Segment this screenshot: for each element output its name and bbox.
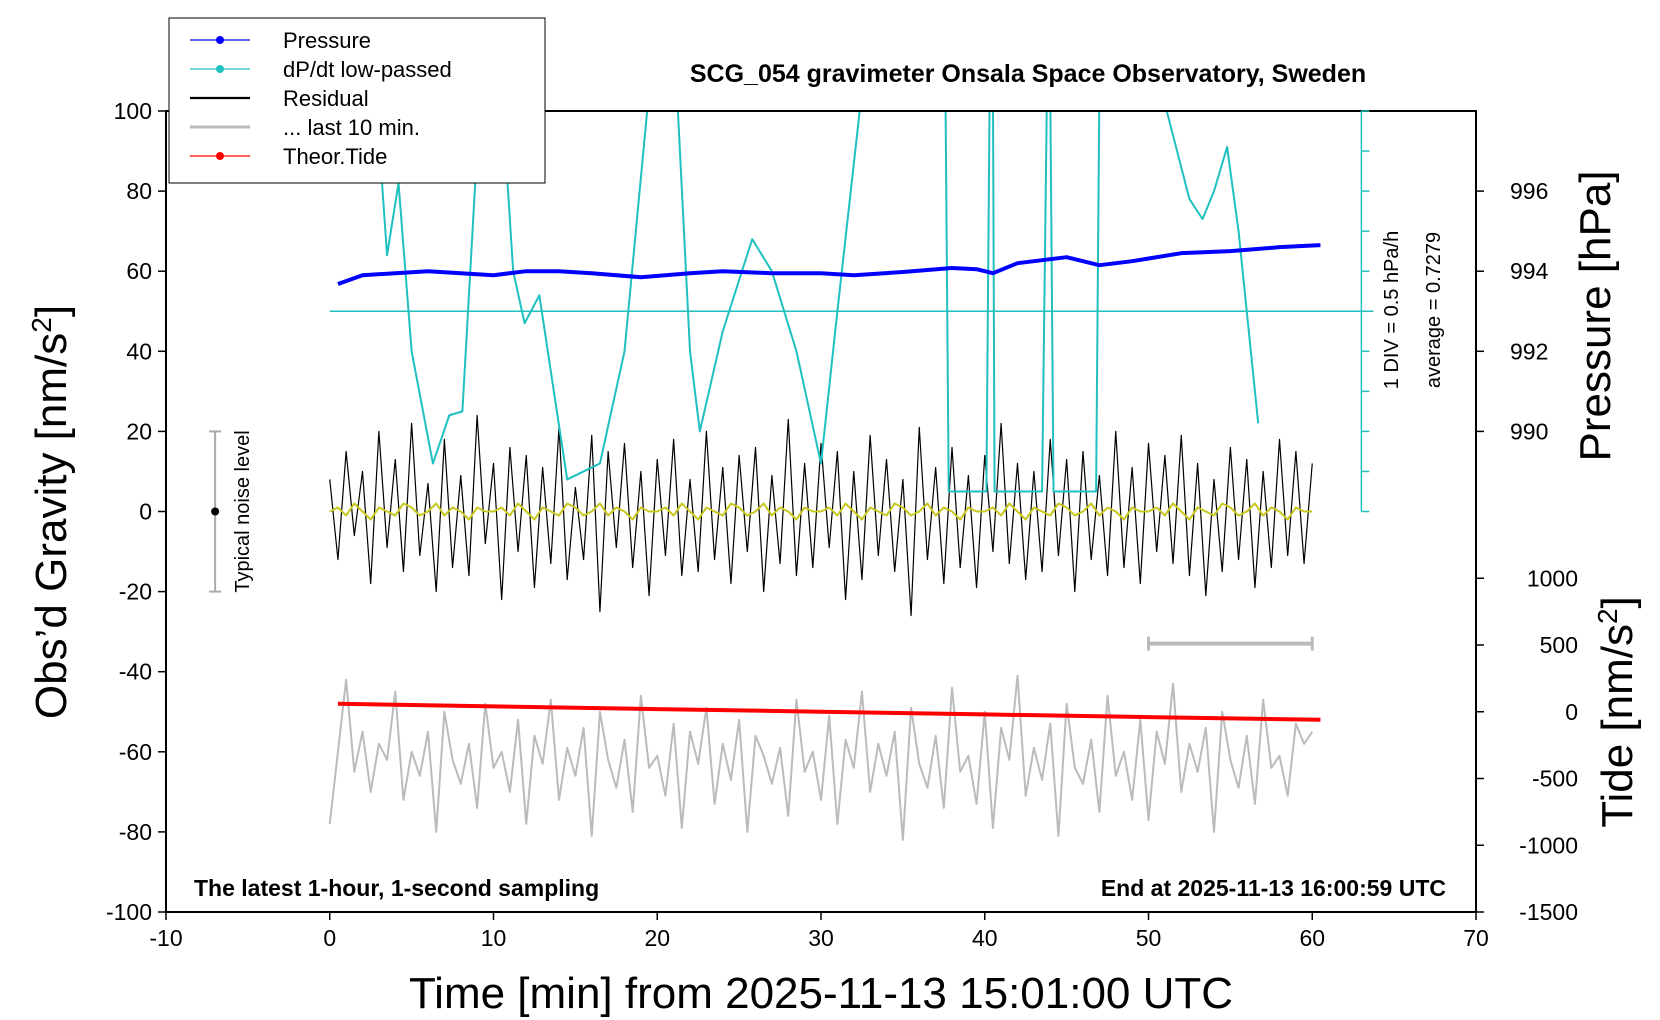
series-line [337,701,1321,722]
x-axis-label: Time [min] from 2025-11-13 15:01:00 UTC [409,969,1233,1018]
label-superscript: 2 [1592,608,1623,624]
series-line [329,502,1313,521]
legend-label: Residual [283,86,369,111]
x-tick-label: 60 [1299,925,1325,951]
x-tick-label: 40 [972,925,998,951]
chart-title: SCG_054 gravimeter Onsala Space Observat… [690,60,1366,88]
label-part: Tide [nm/s [1593,624,1642,828]
noise-label: Typical noise level [232,430,254,592]
y3-tick-label: 1000 [1527,565,1578,591]
legend-marker [216,36,224,44]
y-tick-label: 20 [126,418,152,444]
y-tick-label: 40 [126,338,152,364]
annotation: The latest 1-hour, 1-second sampling [194,875,599,901]
y3-tick-label: -1000 [1519,832,1578,858]
y3-tick-label: -1500 [1519,899,1578,925]
annotation: 1 DIV = 0.5 hPa/h [1381,231,1403,389]
y-tick-label: -40 [119,659,152,685]
x-tick-label: 20 [644,925,670,951]
legend-label: dP/dt low-passed [283,57,452,82]
y-tick-label: -80 [119,819,152,845]
label-part: Obs’d Gravity [nm/s [27,333,76,719]
annotation: End at 2025-11-13 16:00:59 UTC [1101,875,1446,901]
y-tick-label: -20 [119,579,152,605]
series-line [328,674,1314,841]
series-line [337,243,1321,286]
y3-tick-label: 0 [1565,699,1578,725]
y-tick-label: 60 [126,258,152,284]
y-tick-label: 100 [114,98,152,124]
label-part: ] [1593,596,1642,608]
legend-marker [216,65,224,73]
y2-tick-label: 994 [1510,258,1549,284]
y-tick-label: -100 [106,899,152,925]
y-tick-label: 80 [126,178,152,204]
y2-tick-label: 996 [1510,178,1548,204]
y-tick-label: -60 [119,739,152,765]
y-axis-label: Obs’d Gravity [nm/s2] [26,305,77,719]
series-line [329,414,1313,617]
x-tick-label: 70 [1463,925,1489,951]
x-tick-label: 30 [808,925,834,951]
label-part: ] [27,305,76,317]
legend-marker [216,152,224,160]
x-tick-label: 0 [323,925,336,951]
y3-axis-label: Tide [nm/s2] [1592,596,1643,828]
legend-label: Pressure [283,28,371,53]
label-superscript: 2 [26,317,57,333]
legend-label: ... last 10 min. [283,115,420,140]
y2-tick-label: 990 [1510,418,1548,444]
y2-tick-label: 992 [1510,338,1548,364]
legend: Pressure dP/dt low-passed Residual ... last… [190,28,452,169]
y3-tick-label: -500 [1532,766,1578,792]
x-tick-label: 50 [1136,925,1162,951]
annotation: average = 0.7279 [1423,232,1445,388]
y2-axis-label: Pressure [hPa] [1571,170,1620,461]
x-tick-label: 10 [481,925,507,951]
legend-label: Theor.Tide [283,144,387,169]
x-tick-label: -10 [149,925,182,951]
noise-center [211,507,220,516]
y-tick-label: 0 [139,499,152,525]
y3-tick-label: 500 [1540,632,1578,658]
plot-area [328,111,1321,841]
